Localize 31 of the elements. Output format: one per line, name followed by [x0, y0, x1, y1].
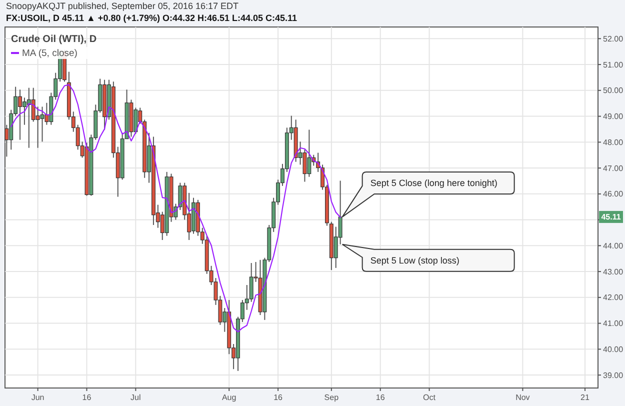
x-tick-label: Jul: [130, 393, 142, 402]
x-tick-label: 21: [580, 393, 590, 402]
y-tick-label: 51.00: [603, 60, 624, 70]
x-tick-label: Sep: [324, 393, 340, 402]
x-tick-label: Nov: [516, 393, 530, 402]
text: SnoopyAKQJT published, September 05, 2016 16:17 EDT: [6, 1, 239, 11]
y-tick-label: 39.00: [603, 370, 624, 380]
x-tick-label: 16: [82, 393, 92, 402]
candlestick: [40, 106, 44, 142]
y-tick-label: 44.00: [603, 241, 624, 250]
y-tick-label: 52.00: [603, 34, 624, 44]
text: Crude Oil (WTI), D: [11, 34, 97, 45]
x-tick-label: 16: [376, 393, 386, 402]
y-tick-label: 43.00: [603, 267, 624, 276]
x-tick-label: Jun: [31, 393, 44, 402]
line-series: [10, 84, 341, 332]
chart-subtitle: FX:USOIL, D 45.11 ▲ +0.80 (+1.79%) O:44.32 H:46.51 L:44.05 C:45.11: [6, 13, 298, 23]
y-tick-label: 47.00: [603, 164, 624, 173]
y-tick-label: 50.00: [603, 86, 624, 96]
y-tick-label: 40.00: [603, 344, 624, 354]
y-tick-label: 46.00: [603, 190, 624, 199]
y-tick-label: 42.00: [603, 293, 624, 302]
annotation: Sept 5 Low (stop loss): [370, 256, 460, 266]
y-tick-label: 41.00: [603, 319, 624, 328]
x-tick-label: 16: [274, 393, 284, 402]
x-tick-label: Aug: [222, 393, 236, 402]
legend-label: MA (5, close): [22, 48, 78, 59]
y-tick-label: 49.00: [603, 112, 624, 122]
x-tick-label: Oct: [423, 393, 436, 402]
annotation: Sept 5 Close (long here tonight): [370, 178, 498, 188]
y-tick-label: 48.00: [603, 138, 624, 147]
